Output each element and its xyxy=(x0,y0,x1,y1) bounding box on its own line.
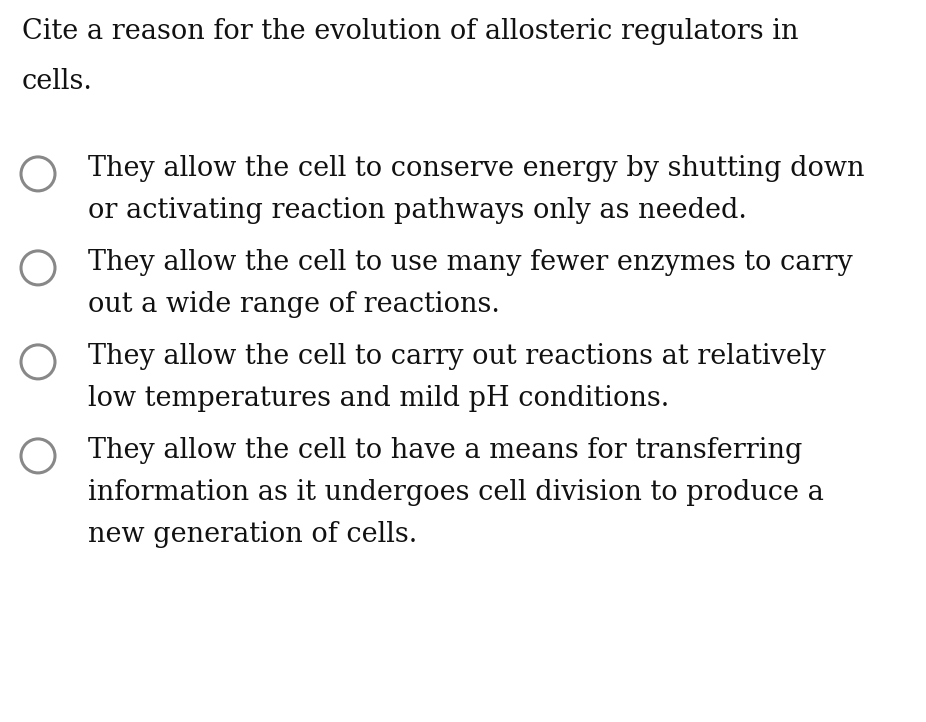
Text: They allow the cell to carry out reactions at relatively: They allow the cell to carry out reactio… xyxy=(88,343,826,370)
Text: out a wide range of reactions.: out a wide range of reactions. xyxy=(88,291,500,318)
Text: They allow the cell to conserve energy by shutting down: They allow the cell to conserve energy b… xyxy=(88,155,865,182)
Text: They allow the cell to use many fewer enzymes to carry: They allow the cell to use many fewer en… xyxy=(88,249,853,276)
Text: new generation of cells.: new generation of cells. xyxy=(88,521,418,548)
Text: or activating reaction pathways only as needed.: or activating reaction pathways only as … xyxy=(88,197,747,224)
Text: low temperatures and mild pH conditions.: low temperatures and mild pH conditions. xyxy=(88,385,669,412)
Text: information as it undergoes cell division to produce a: information as it undergoes cell divisio… xyxy=(88,479,824,506)
Text: cells.: cells. xyxy=(22,68,93,95)
Text: They allow the cell to have a means for transferring: They allow the cell to have a means for … xyxy=(88,437,802,464)
Text: Cite a reason for the evolution of allosteric regulators in: Cite a reason for the evolution of allos… xyxy=(22,18,798,45)
